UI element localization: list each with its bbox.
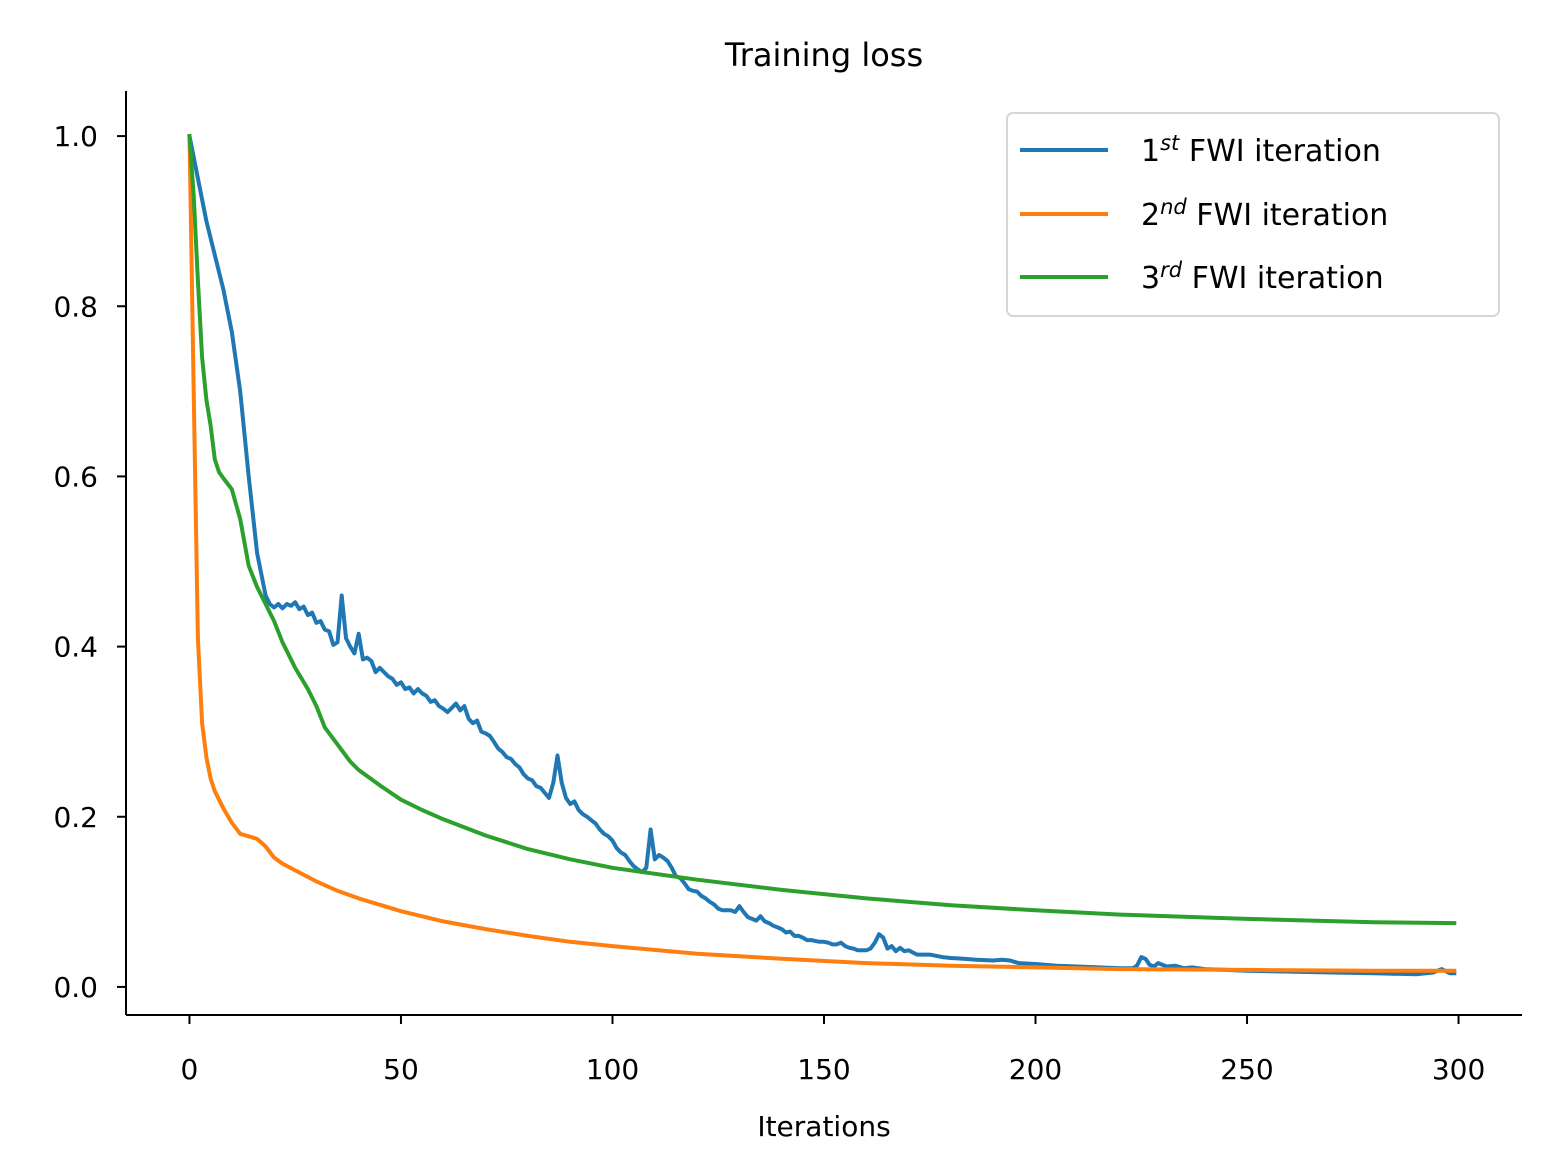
y-tick-label: 1.0 <box>53 120 98 153</box>
x-tick-label: 100 <box>586 1053 639 1086</box>
x-tick-label: 250 <box>1220 1053 1273 1086</box>
legend-entries: 1st FWI iteration 2nd FWI iteration 3rd FW… <box>1020 131 1388 296</box>
x-axis-label: Iterations <box>757 1110 890 1143</box>
y-tick-label: 0.4 <box>53 631 98 664</box>
x-ticks: 0 50 100 150 200 250 300 <box>181 1015 1485 1086</box>
legend-label-2: 2nd FWI iteration <box>1141 195 1388 233</box>
y-tick-label: 0.6 <box>53 460 98 493</box>
legend: 1st FWI iteration 2nd FWI iteration 3rd FW… <box>1006 112 1500 317</box>
legend-frame <box>1006 112 1500 317</box>
y-tick-label: 0.2 <box>53 801 98 834</box>
y-tick-label: 0.0 <box>53 971 98 1004</box>
x-tick-label: 50 <box>383 1053 419 1086</box>
x-tick-label: 0 <box>181 1053 199 1086</box>
series-line-2 <box>187 134 1457 973</box>
x-tick-label: 150 <box>797 1053 850 1086</box>
series-line-3 <box>187 133 1457 926</box>
legend-label-3: 3rd FWI iteration <box>1141 258 1384 296</box>
chart-title: Training loss <box>724 36 923 74</box>
series-layer <box>187 133 1457 977</box>
y-ticks: 0.0 0.2 0.4 0.6 0.8 1.0 <box>53 120 126 1004</box>
legend-label-1: 1st FWI iteration <box>1141 131 1381 169</box>
x-tick-label: 200 <box>1009 1053 1062 1086</box>
x-tick-label: 300 <box>1432 1053 1485 1086</box>
series-line-1 <box>187 133 1457 977</box>
y-tick-label: 0.8 <box>53 290 98 323</box>
